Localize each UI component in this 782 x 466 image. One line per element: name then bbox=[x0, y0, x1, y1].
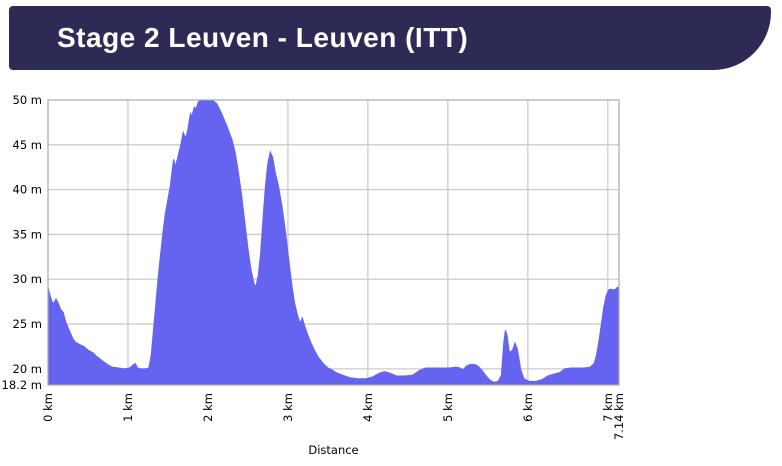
y-tick-label: 50 m bbox=[13, 93, 43, 107]
y-tick-label: 30 m bbox=[13, 272, 43, 286]
y-tick-label: 25 m bbox=[13, 317, 43, 331]
x-tick-label: 7 km bbox=[601, 393, 615, 422]
y-tick-label: 40 m bbox=[13, 183, 43, 197]
x-tick-label: 0 km bbox=[41, 393, 55, 422]
x-tick-label: 1 km bbox=[121, 393, 135, 422]
y-tick-label: 35 m bbox=[13, 227, 43, 241]
plot-border bbox=[47, 99, 620, 386]
stage-title: Stage 2 Leuven - Leuven (ITT) bbox=[57, 22, 469, 53]
y-tick-label: 45 m bbox=[13, 138, 43, 152]
x-tick-label: 5 km bbox=[441, 393, 455, 422]
y-tick-label: 18.2 m bbox=[2, 378, 42, 392]
x-axis-label: Distance bbox=[308, 443, 358, 457]
x-tick-label: 4 km bbox=[361, 393, 375, 422]
x-tick-label: 3 km bbox=[281, 393, 295, 422]
x-tick-label: 6 km bbox=[521, 393, 535, 422]
y-tick-label: 20 m bbox=[13, 362, 43, 376]
x-tick-label: 2 km bbox=[201, 393, 215, 422]
stage-header-banner: Stage 2 Leuven - Leuven (ITT) bbox=[9, 6, 771, 70]
x-tick-label: 7.14 km bbox=[612, 393, 626, 440]
elevation-area bbox=[47, 99, 620, 386]
